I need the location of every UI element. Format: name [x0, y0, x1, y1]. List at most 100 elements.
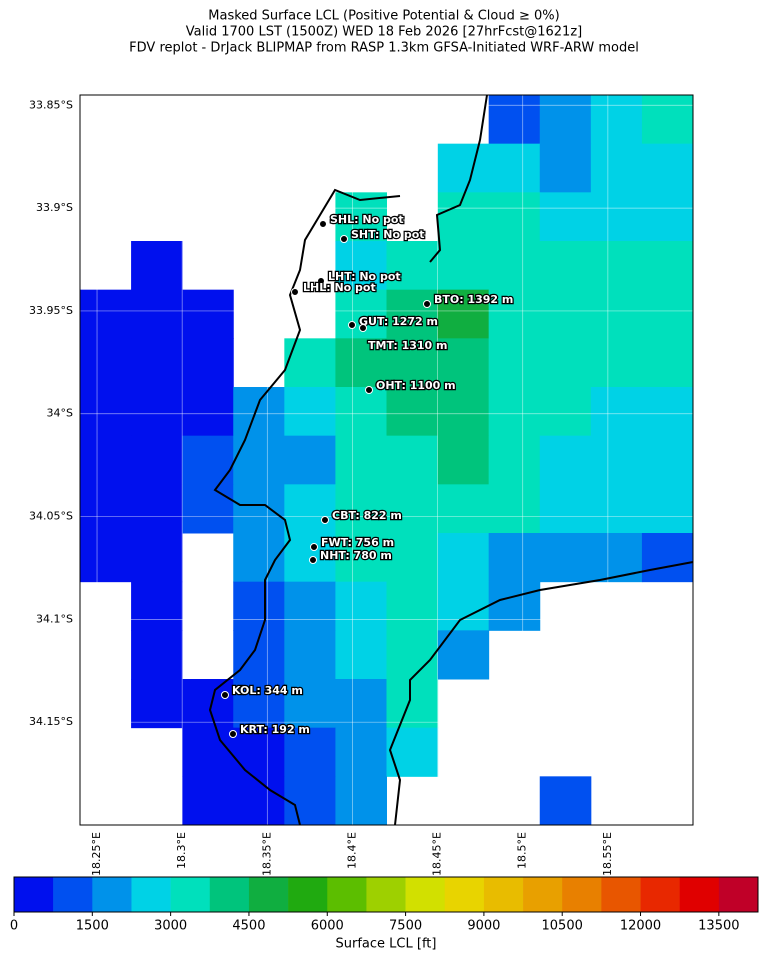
- y-tick-label: 34.05°S: [29, 510, 73, 523]
- lcl-cell: [488, 241, 541, 291]
- lcl-cell: [284, 435, 336, 485]
- colorbar-swatch: [483, 877, 524, 912]
- lcl-cell: [539, 289, 592, 339]
- lcl-cell: [590, 435, 643, 485]
- lcl-cell: [131, 484, 183, 534]
- lcl-cell: [233, 435, 285, 485]
- lcl-cell: [335, 727, 387, 777]
- colorbar-swatch: [248, 877, 289, 912]
- lcl-cell: [386, 581, 439, 631]
- lcl-cell: [386, 679, 439, 729]
- lcl-cell: [488, 289, 541, 339]
- lcl-cell: [233, 776, 285, 826]
- lcl-cell: [131, 533, 183, 583]
- lcl-cell: [131, 630, 183, 680]
- lcl-cell: [590, 241, 643, 291]
- lcl-cell: [539, 95, 592, 145]
- lcl-cell: [335, 484, 387, 534]
- cell-layer: [80, 95, 694, 826]
- lcl-cell: [80, 484, 132, 534]
- lcl-cell: [539, 143, 592, 193]
- lcl-cell: [488, 484, 541, 534]
- station-dot: [317, 277, 325, 285]
- station-dot: [319, 220, 327, 228]
- map-frame: [79, 94, 694, 826]
- x-tick-label: 18.4°E: [345, 832, 358, 869]
- lcl-cell: [539, 241, 592, 291]
- lcl-cell: [284, 679, 336, 729]
- lcl-cell: [590, 533, 643, 583]
- lcl-cell: [335, 776, 387, 826]
- colorbar-tick-label: 0: [10, 919, 18, 934]
- x-tick-label: 18.55°E: [601, 832, 614, 876]
- lcl-cell: [80, 435, 132, 485]
- lcl-cell: [284, 387, 336, 437]
- colorbar-swatch: [209, 877, 250, 912]
- title-line: Masked Surface LCL (Positive Potential &…: [208, 9, 559, 24]
- lcl-cell: [539, 776, 592, 826]
- colorbar-frame: [13, 876, 759, 913]
- lcl-cell: [539, 338, 592, 388]
- lcl-cell: [590, 95, 643, 145]
- lcl-cell: [233, 679, 285, 729]
- colorbar-tick-label: 4500: [232, 919, 265, 934]
- lcl-cell: [641, 387, 694, 437]
- colorbar-tick-label: 3000: [154, 919, 187, 934]
- lcl-cell: [335, 338, 387, 388]
- colorbar-swatch: [53, 877, 93, 912]
- station-dot: [423, 300, 431, 308]
- station-dot: [359, 324, 367, 332]
- lcl-cell: [284, 727, 336, 777]
- station-label: CBT: 822 m: [332, 509, 402, 522]
- lcl-cell: [590, 387, 643, 437]
- lcl-cell: [488, 387, 541, 437]
- lcl-cell: [131, 679, 183, 729]
- lcl-cell: [233, 727, 285, 777]
- lcl-cell: [182, 338, 234, 388]
- lcl-cell: [437, 435, 490, 485]
- colorbar-swatch: [131, 877, 171, 912]
- lcl-cell: [335, 241, 387, 291]
- lcl-cell: [386, 387, 439, 437]
- lcl-cell: [590, 484, 643, 534]
- colorbar-tick-label: 1500: [76, 919, 109, 934]
- lcl-cell: [233, 581, 285, 631]
- lcl-cell: [284, 338, 336, 388]
- colorbar-tick-label: 12000: [620, 919, 661, 934]
- lcl-cell: [488, 581, 541, 631]
- lcl-cell: [641, 338, 694, 388]
- lcl-cell: [539, 533, 592, 583]
- colorbar-tick-label: 9000: [467, 919, 500, 934]
- lcl-cell: [488, 435, 541, 485]
- lcl-cell: [590, 143, 643, 193]
- lcl-cell: [641, 435, 694, 485]
- station-label: SHL: No pot: [330, 213, 404, 226]
- station-label: NHT: 780 m: [320, 549, 392, 562]
- lcl-cell: [386, 533, 439, 583]
- station-dot: [221, 691, 229, 699]
- lcl-cell: [488, 143, 541, 193]
- y-tick-label: 33.9°S: [36, 201, 73, 214]
- y-tick-label: 33.85°S: [29, 98, 73, 111]
- lcl-cell: [284, 484, 336, 534]
- lcl-cell: [488, 95, 541, 145]
- station-dot: [310, 543, 318, 551]
- colorbar-swatch: [679, 877, 720, 912]
- x-tick-label: 18.25°E: [90, 832, 103, 876]
- lcl-cell: [641, 241, 694, 291]
- lcl-cell: [386, 338, 439, 388]
- title-line: FDV replot - DrJack BLIPMAP from RASP 1.…: [129, 41, 639, 56]
- lcl-cell: [182, 679, 234, 729]
- lcl-cell: [233, 387, 285, 437]
- station-dot: [321, 516, 329, 524]
- colorbar: 0 1500 3000 4500 6000 7500 9000 10500 12000 13500: [10, 876, 759, 934]
- lcl-cell: [641, 289, 694, 339]
- y-tick-label: 34°S: [47, 407, 73, 420]
- lcl-cell: [335, 435, 387, 485]
- colorbar-swatch: [405, 877, 446, 912]
- lcl-cell: [641, 143, 694, 193]
- lcl-cell: [284, 581, 336, 631]
- x-tick-label: 18.45°E: [431, 832, 444, 876]
